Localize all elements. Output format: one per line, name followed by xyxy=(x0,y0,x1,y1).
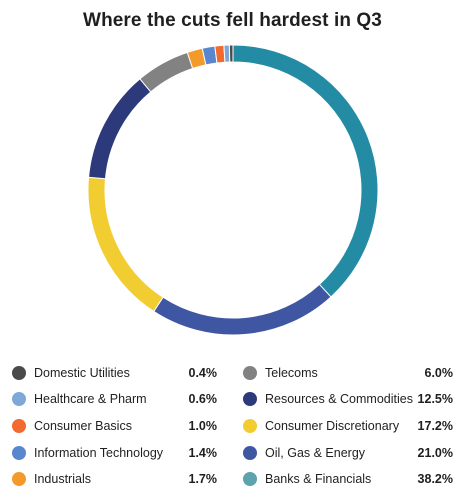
legend-item-domestic-utilities: Domestic Utilities 0.4% xyxy=(12,363,217,383)
legend-value: 1.7% xyxy=(188,472,218,486)
legend-label: Domestic Utilities xyxy=(34,366,130,380)
legend-swatch xyxy=(12,392,26,406)
legend-label: Telecoms xyxy=(265,366,318,380)
legend-item-healthcare-pharm: Healthcare & Pharm 0.6% xyxy=(12,389,217,409)
legend: Domestic Utilities 0.4% Healthcare & Pha… xyxy=(12,360,457,492)
legend-item-industrials: Industrials 1.7% xyxy=(12,469,217,489)
donut-slice-healthcare-pharm xyxy=(223,44,231,63)
legend-value: 1.0% xyxy=(188,419,218,433)
legend-swatch xyxy=(12,366,26,380)
legend-swatch xyxy=(12,472,26,486)
legend-value: 12.5% xyxy=(417,392,453,406)
legend-swatch xyxy=(243,392,257,406)
legend-label: Information Technology xyxy=(34,446,164,460)
donut-slice-resources-commodities xyxy=(88,78,152,180)
legend-value: 0.6% xyxy=(188,392,218,406)
donut-slice-oil-gas-energy xyxy=(153,283,332,336)
legend-label: Oil, Gas & Energy xyxy=(265,446,366,460)
legend-value: 21.0% xyxy=(417,446,453,460)
legend-value: 38.2% xyxy=(417,472,453,486)
legend-item-resources-commodities: Resources & Commodities 12.5% xyxy=(243,389,453,409)
legend-label: Resources & Commodities xyxy=(265,392,413,406)
legend-value: 17.2% xyxy=(417,419,453,433)
legend-swatch xyxy=(12,419,26,433)
legend-swatch xyxy=(243,366,257,380)
legend-label: Industrials xyxy=(34,472,91,486)
legend-item-telecoms: Telecoms 6.0% xyxy=(243,363,453,383)
legend-value: 6.0% xyxy=(424,366,454,380)
legend-label: Consumer Discretionary xyxy=(265,419,400,433)
legend-label: Consumer Basics xyxy=(34,419,132,433)
legend-label: Banks & Financials xyxy=(265,472,372,486)
legend-swatch xyxy=(243,446,257,460)
donut-slice-domestic-utilities xyxy=(228,44,234,63)
legend-value: 0.4% xyxy=(188,366,218,380)
legend-swatch xyxy=(243,419,257,433)
donut-slice-consumer-basics xyxy=(214,44,226,64)
legend-swatch xyxy=(12,446,26,460)
legend-value: 1.4% xyxy=(188,446,218,460)
legend-item-consumer-discretionary: Consumer Discretionary 17.2% xyxy=(243,416,453,436)
legend-item-oil-gas-energy: Oil, Gas & Energy 21.0% xyxy=(243,443,453,463)
legend-label: Healthcare & Pharm xyxy=(34,392,147,406)
donut-chart xyxy=(87,44,379,336)
legend-swatch xyxy=(243,472,257,486)
legend-item-consumer-basics: Consumer Basics 1.0% xyxy=(12,416,217,436)
legend-item-information-technology: Information Technology 1.4% xyxy=(12,443,217,463)
donut-slice-telecoms xyxy=(139,51,194,93)
chart-title: Where the cuts fell hardest in Q3 xyxy=(83,10,382,31)
donut-slice-banks-financials xyxy=(232,44,379,298)
donut-slice-consumer-discretionary xyxy=(87,176,164,313)
legend-item-banks-financials: Banks & Financials 38.2% xyxy=(243,469,453,489)
